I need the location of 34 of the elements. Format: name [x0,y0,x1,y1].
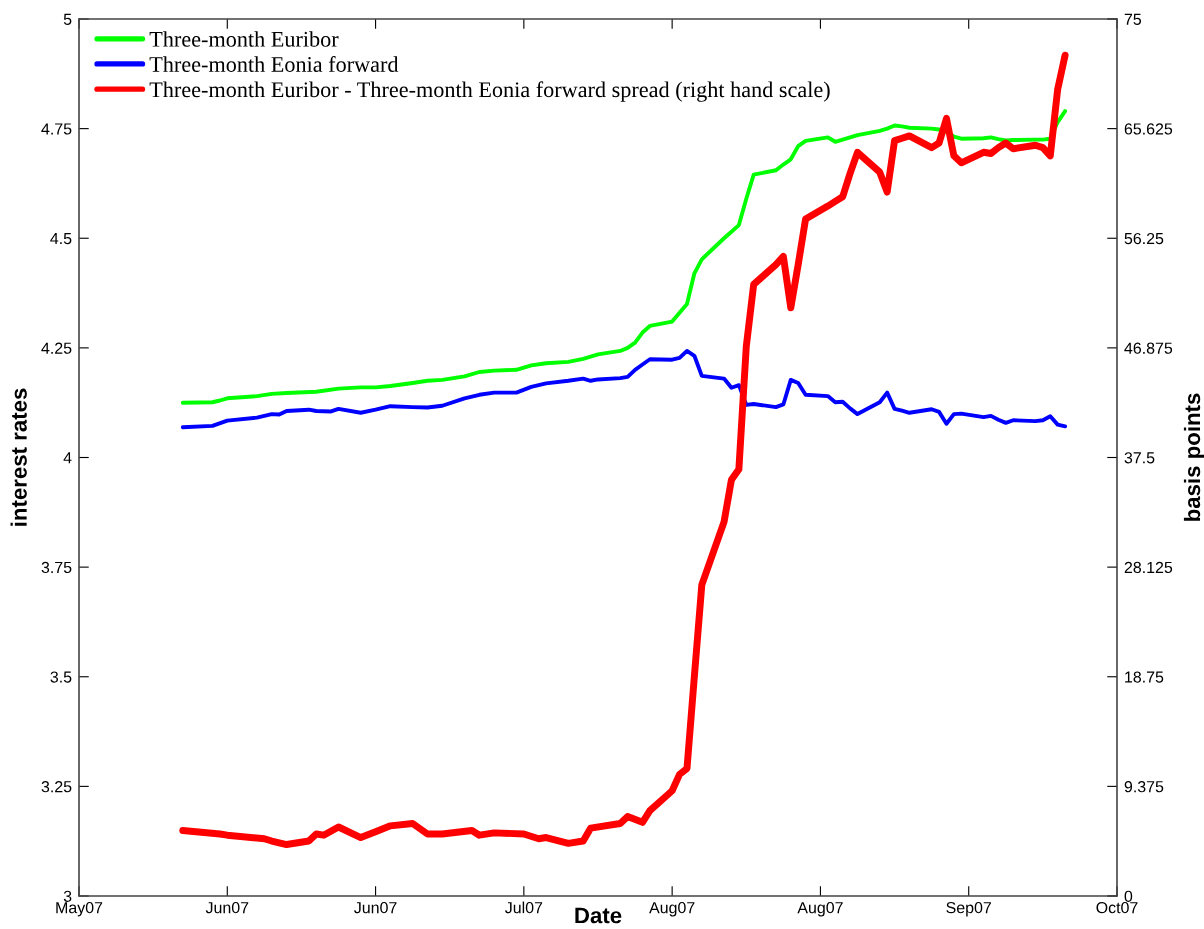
y-tick-label: 5 [63,13,72,25]
x-tick-label: May07 [56,901,103,917]
y2-tick-label: 18.75 [1125,671,1164,683]
x-tick-label: Aug07 [797,901,843,917]
y-tick-label: 4.25 [41,342,72,354]
y-axis-title: interest rates [10,388,27,526]
legend-label: Three-month Euribor - Three-month Eonia forward spread (right hand scale) [149,81,830,102]
y2-tick-label: 65.625 [1124,123,1173,135]
y2-tick-label: 9.375 [1124,781,1164,793]
y2-tick-label: 37.5 [1124,452,1155,464]
y-tick-label: 4 [63,452,72,464]
x-axis-title: Date [575,907,622,924]
legend-label: Three-month Euribor [149,31,339,47]
y2-tick-label: 0 [1124,890,1133,902]
x-tick-label: Oct07 [1096,901,1138,914]
line-series [180,348,1068,430]
y-tick-label: 4.75 [41,123,72,135]
x-tick-label: Jun07 [205,901,249,914]
y-tick-label: 3.25 [41,781,72,793]
x-tick-label: Jul07 [505,901,543,914]
x-tick-label: Jun07 [354,901,397,914]
y2-tick-label: 46.875 [1124,342,1173,354]
y2-tick-label: 56.25 [1124,232,1164,245]
y-tick-label: 3.5 [50,671,72,683]
x-tick-label: Aug07 [649,901,695,917]
y2-tick-label: 28.125 [1124,561,1173,574]
y2-axis-title: basis points [1183,393,1204,521]
y-tick-label: 3 [63,890,72,902]
x-tick-label: Sep07 [946,901,992,917]
line-series [180,109,1068,405]
legend-label: Three-month Eonia forward [149,56,399,72]
y-tick-label: 3.75 [41,561,72,574]
y2-tick-label: 75 [1124,13,1142,25]
y-tick-label: 4.5 [50,233,72,245]
